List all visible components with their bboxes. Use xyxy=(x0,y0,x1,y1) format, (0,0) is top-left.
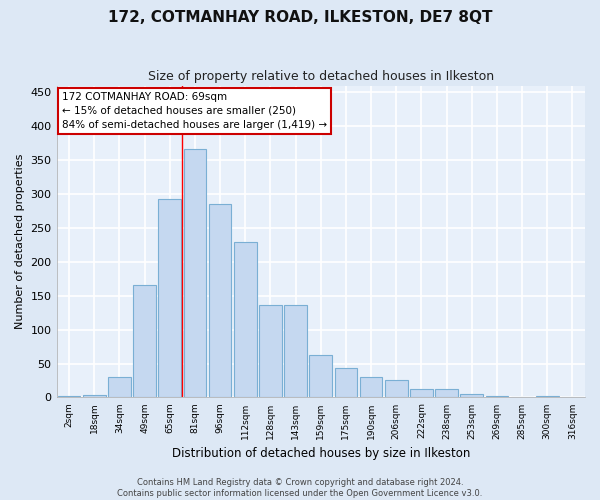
Bar xyxy=(284,305,307,398)
Bar xyxy=(310,356,332,398)
Y-axis label: Number of detached properties: Number of detached properties xyxy=(15,154,25,329)
Bar xyxy=(259,305,282,398)
Bar xyxy=(536,396,559,398)
Bar xyxy=(561,397,584,398)
Bar xyxy=(184,150,206,398)
Bar xyxy=(485,396,508,398)
Text: Contains HM Land Registry data © Crown copyright and database right 2024.
Contai: Contains HM Land Registry data © Crown c… xyxy=(118,478,482,498)
Bar xyxy=(58,396,80,398)
Bar xyxy=(385,380,407,398)
Bar xyxy=(410,388,433,398)
Text: 172 COTMANHAY ROAD: 69sqm
← 15% of detached houses are smaller (250)
84% of semi: 172 COTMANHAY ROAD: 69sqm ← 15% of detac… xyxy=(62,92,327,130)
X-axis label: Distribution of detached houses by size in Ilkeston: Distribution of detached houses by size … xyxy=(172,447,470,460)
Bar xyxy=(435,388,458,398)
Bar xyxy=(158,199,181,398)
Title: Size of property relative to detached houses in Ilkeston: Size of property relative to detached ho… xyxy=(148,70,494,83)
Bar xyxy=(335,368,357,398)
Text: 172, COTMANHAY ROAD, ILKESTON, DE7 8QT: 172, COTMANHAY ROAD, ILKESTON, DE7 8QT xyxy=(108,10,492,25)
Bar xyxy=(133,285,156,398)
Bar xyxy=(234,242,257,398)
Bar xyxy=(83,396,106,398)
Bar xyxy=(460,394,483,398)
Bar xyxy=(511,397,533,398)
Bar xyxy=(360,377,382,398)
Bar xyxy=(209,204,232,398)
Bar xyxy=(108,377,131,398)
